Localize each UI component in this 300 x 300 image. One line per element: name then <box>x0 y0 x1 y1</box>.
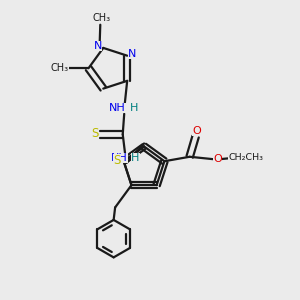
Text: S: S <box>92 127 99 140</box>
Text: NH: NH <box>111 153 128 163</box>
Text: H: H <box>130 103 138 113</box>
Text: CH₃: CH₃ <box>51 63 69 73</box>
Text: O: O <box>213 154 222 164</box>
Text: O: O <box>192 126 201 136</box>
Text: N: N <box>94 41 102 51</box>
Text: CH₂CH₃: CH₂CH₃ <box>228 153 263 162</box>
Text: CH₃: CH₃ <box>93 13 111 23</box>
Text: H: H <box>131 153 140 163</box>
Text: N: N <box>128 49 137 59</box>
Text: S: S <box>113 154 121 167</box>
Text: NH: NH <box>109 103 126 113</box>
